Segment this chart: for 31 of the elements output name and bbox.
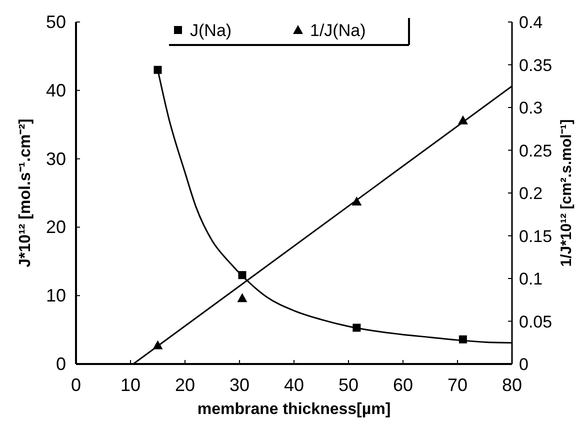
y2-tick-label: 0.15 <box>519 226 552 246</box>
x-tick-label: 20 <box>174 375 196 395</box>
x-tick-label: 50 <box>338 375 359 395</box>
x-tick-label: 60 <box>392 375 414 395</box>
x-tick-label: 10 <box>120 375 141 395</box>
y-axis-title: J*10¹² [mol.s⁻¹.cm⁻²] <box>17 118 34 268</box>
y2-tick-label: 0.2 <box>519 184 543 203</box>
y2-tick-label: 0.3 <box>519 98 543 118</box>
y-tick-label: 10 <box>46 286 66 306</box>
y-tick-label: 20 <box>46 217 66 238</box>
legend-label: 1/J(Na) <box>310 21 366 40</box>
y2-tick-label: 0.4 <box>519 13 543 32</box>
y2-tick-label: 0 <box>519 355 528 374</box>
point <box>237 293 248 302</box>
y2-tick-label: 0.05 <box>519 312 552 332</box>
y-tick-label: 40 <box>46 80 66 100</box>
x-tick-label: 0 <box>70 375 82 395</box>
y-tick-label: 50 <box>46 12 66 32</box>
x-tick-label: 70 <box>447 375 468 395</box>
y2-tick-label: 0.25 <box>519 141 552 160</box>
x-axis-title: membrane thickness[µm] <box>197 401 391 418</box>
x-tick-label: 80 <box>502 375 522 395</box>
point <box>154 66 162 74</box>
y2-tick-label: 0.35 <box>519 56 552 75</box>
y-tick-label: 0 <box>56 354 66 374</box>
y2-axis-title: 1/J*10¹² [cm².s.mol⁻¹] <box>558 119 575 267</box>
legend-label: J(Na) <box>190 21 232 40</box>
y2-tick-label: 0.1 <box>519 270 543 288</box>
x-tick-label: 30 <box>229 375 250 395</box>
y-tick-label: 30 <box>46 148 66 169</box>
x-tick-label: 40 <box>284 375 304 395</box>
